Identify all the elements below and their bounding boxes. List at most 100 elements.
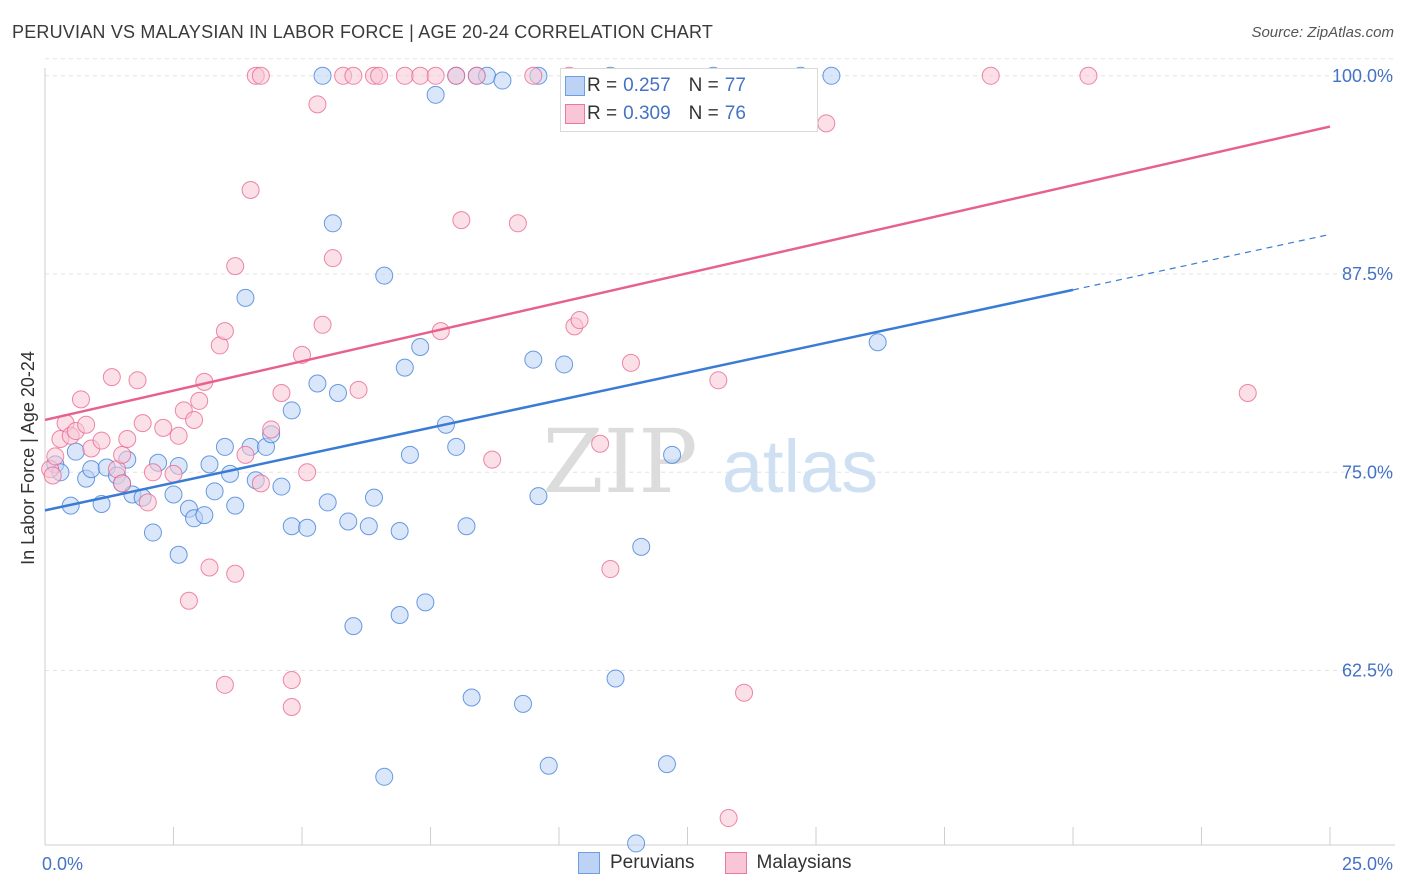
point-malaysians	[601, 560, 620, 579]
point-malaysians	[251, 474, 270, 493]
point-malaysians	[190, 391, 209, 410]
point-malaysians	[395, 66, 414, 85]
point-peruvians	[426, 85, 445, 104]
legend-swatch-malaysians	[565, 104, 585, 124]
point-peruvians	[395, 358, 414, 377]
point-malaysians	[467, 66, 486, 85]
point-peruvians	[200, 455, 219, 474]
point-malaysians	[236, 445, 255, 464]
point-malaysians	[179, 591, 198, 610]
point-peruvians	[416, 593, 435, 612]
point-peruvians	[318, 493, 337, 512]
point-malaysians	[251, 66, 270, 85]
axes	[44, 68, 1395, 846]
point-malaysians	[719, 809, 738, 828]
point-peruvians	[447, 437, 466, 456]
point-malaysians	[226, 257, 245, 276]
point-peruvians	[308, 374, 327, 393]
legend-swatch-peruvians	[578, 852, 600, 874]
point-malaysians	[215, 322, 234, 341]
legend-label-malaysians: Malaysians	[756, 852, 852, 873]
point-malaysians	[735, 683, 754, 702]
point-malaysians	[241, 180, 260, 199]
point-malaysians	[591, 434, 610, 453]
point-malaysians	[483, 450, 502, 469]
point-malaysians	[282, 698, 301, 717]
x-tick-label-start: 0.0%	[42, 854, 83, 874]
point-peruvians	[344, 617, 363, 636]
chart-source: Source: ZipAtlas.com	[1251, 24, 1394, 41]
trend-lines	[44, 125, 1331, 512]
point-peruvians	[328, 383, 347, 402]
point-malaysians	[164, 464, 183, 483]
legend-n-label: N =	[688, 75, 719, 96]
trendline-extension-peruvians	[1072, 233, 1331, 291]
point-malaysians	[349, 380, 368, 399]
point-peruvians	[657, 755, 676, 774]
point-malaysians	[77, 415, 96, 434]
point-malaysians	[323, 249, 342, 268]
point-peruvians	[359, 517, 378, 536]
point-malaysians	[133, 414, 152, 433]
point-peruvians	[195, 506, 214, 525]
point-peruvians	[627, 834, 646, 853]
point-peruvians	[339, 512, 358, 531]
correlation-legend: R = 0.257 N = 77 R = 0.309 N = 76	[560, 68, 818, 132]
point-malaysians	[226, 564, 245, 583]
legend-r-label: R =	[587, 75, 618, 96]
point-malaysians	[92, 431, 111, 450]
trendline-peruvians	[44, 288, 1074, 512]
point-malaysians	[282, 671, 301, 690]
point-peruvians	[364, 488, 383, 507]
point-peruvians	[313, 66, 332, 85]
watermark-atlas: atlas	[722, 425, 878, 508]
chart-title: PERUVIAN VS MALAYSIAN IN LABOR FORCE | A…	[12, 22, 714, 42]
point-malaysians	[154, 418, 173, 437]
point-malaysians	[143, 463, 162, 482]
point-malaysians	[102, 368, 121, 387]
point-malaysians	[43, 466, 62, 485]
point-malaysians	[46, 447, 65, 466]
point-peruvians	[66, 442, 85, 461]
point-malaysians	[709, 371, 728, 390]
point-peruvians	[82, 460, 101, 479]
legend-r-value: 0.309	[623, 103, 671, 124]
point-peruvians	[390, 521, 409, 540]
point-peruvians	[539, 756, 558, 775]
point-peruvians	[143, 523, 162, 542]
legend-n-label: N =	[688, 103, 719, 124]
point-malaysians	[272, 383, 291, 402]
point-malaysians	[411, 66, 430, 85]
legend-item-peruvians[interactable]: Peruvians	[578, 852, 695, 874]
point-peruvians	[282, 517, 301, 536]
y-tick-labels: 62.5% 75.0% 87.5% 100.0%	[1332, 66, 1393, 681]
point-peruvians	[632, 537, 651, 556]
legend-r-label: R =	[587, 103, 618, 124]
y-axis-label: In Labor Force | Age 20-24	[18, 351, 38, 565]
legend-label-peruvians: Peruvians	[610, 852, 695, 873]
point-peruvians	[462, 688, 481, 707]
point-malaysians	[344, 66, 363, 85]
point-peruvians	[221, 464, 240, 483]
data-points	[41, 66, 1257, 853]
point-malaysians	[508, 214, 527, 233]
point-malaysians	[71, 390, 90, 409]
point-peruvians	[411, 337, 430, 356]
point-malaysians	[447, 66, 466, 85]
x-tick-label-end: 25.0%	[1342, 854, 1393, 874]
point-peruvians	[524, 350, 543, 369]
point-malaysians	[262, 420, 281, 439]
point-malaysians	[426, 66, 445, 85]
legend-item-malaysians[interactable]: Malaysians	[724, 852, 852, 874]
point-peruvians	[298, 518, 317, 537]
point-malaysians	[185, 410, 204, 429]
point-peruvians	[514, 694, 533, 713]
point-malaysians	[1079, 66, 1098, 85]
point-malaysians	[308, 95, 327, 114]
point-peruvians	[282, 401, 301, 420]
point-peruvians	[236, 288, 255, 307]
trendline-malaysians	[44, 125, 1331, 422]
point-malaysians	[298, 463, 317, 482]
y-tick-label: 75.0%	[1342, 462, 1393, 482]
